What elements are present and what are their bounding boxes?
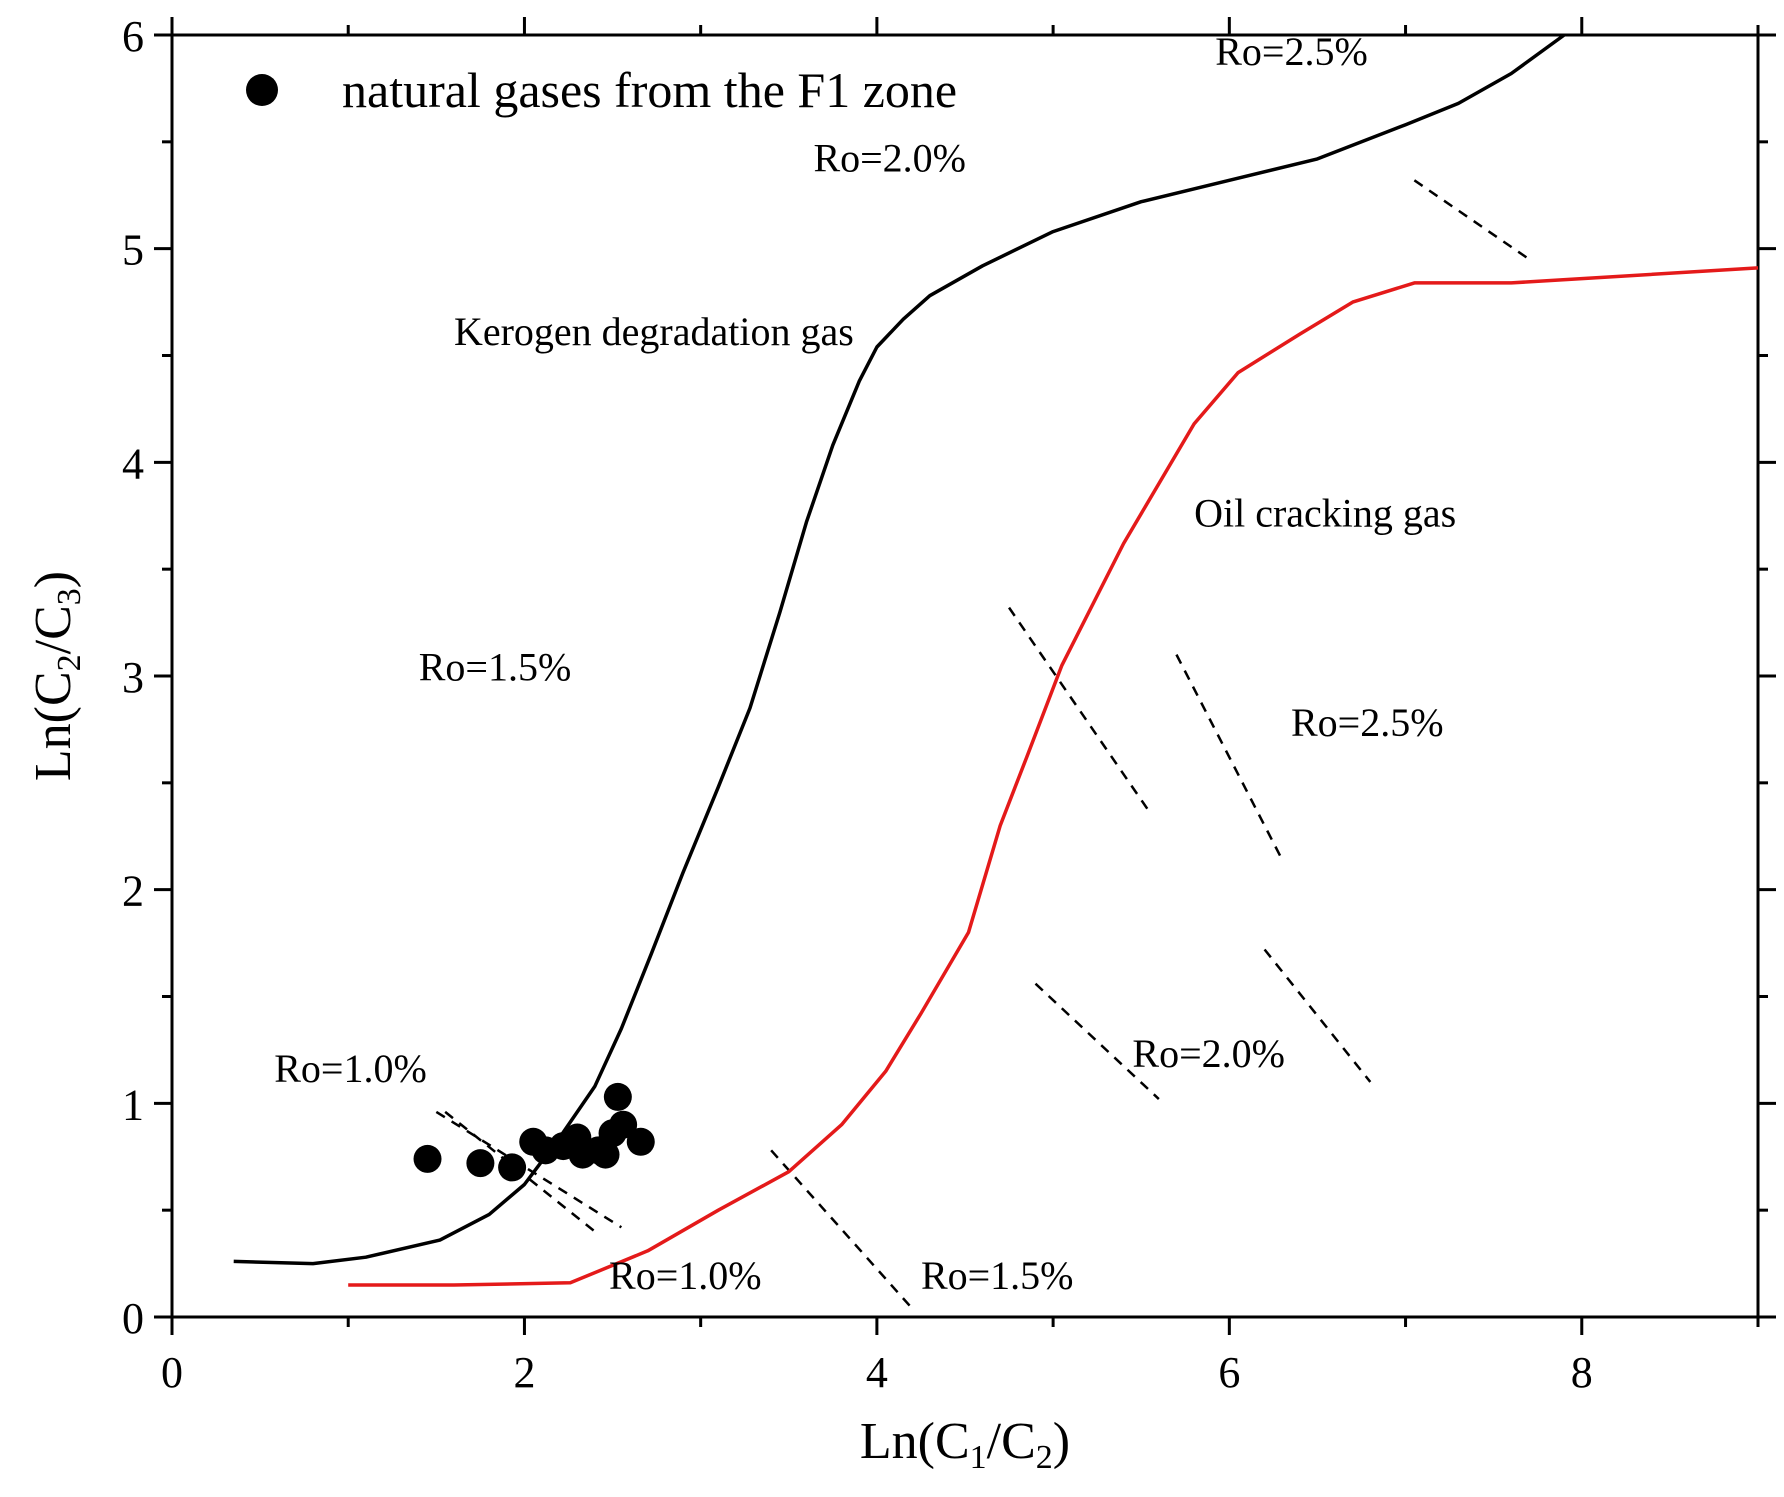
data-point [609,1110,638,1139]
iso-maturity-line [1413,179,1534,263]
annotation-label: Ro=1.0% [609,1253,762,1298]
x-tick-label: 8 [1571,1348,1593,1397]
annotation-label: Oil cracking gas [1194,490,1456,535]
oil-cracking-gas-curve [348,266,1759,1287]
annotation-label: Ro=2.5% [1215,29,1368,74]
y-axis-ticks: 0 1 2 3 4 5 6 [122,12,1776,1343]
y-tick-label: 3 [122,653,144,702]
plot-frame [170,33,1760,1319]
legend-label: natural gases from the F1 zone [342,62,957,118]
chart-annotations: Ro=1.0% Ro=1.0% Ro=1.5% Ro=1.5% Ro=2.0% Ro=2.… [274,29,1456,1298]
evolution-curves [233,33,1759,1287]
data-point [413,1144,442,1173]
x-axis-title: Ln(C1/C2) [860,1413,1070,1476]
x-tick-label: 6 [1218,1348,1240,1397]
data-point [603,1082,632,1111]
y-tick-label: 6 [122,12,144,61]
annotation-label: Ro=2.5% [1291,700,1444,745]
iso-maturity-line [770,1149,914,1310]
kerogen-degradation-gas-curve [233,33,1566,1266]
y-tick-label: 0 [122,1294,144,1343]
legend: natural gases from the F1 zone [246,62,957,118]
legend-marker [246,74,278,106]
iso-maturity-line [435,1110,623,1229]
x-tick-label: 0 [161,1348,183,1397]
y-tick-label: 5 [122,226,144,275]
y-tick-label: 1 [122,1080,144,1129]
data-point [591,1140,620,1169]
annotation-label: Ro=1.5% [921,1253,1074,1298]
annotation-label: Ro=1.5% [419,644,572,689]
x-axis-ticks: 0 2 4 6 8 [161,17,1760,1397]
iso-maturity-line [1175,654,1284,861]
annotation-label: Ro=2.0% [1132,1031,1285,1076]
annotation-label: Ro=1.0% [274,1046,427,1091]
x-tick-label: 4 [866,1348,888,1397]
data-point [626,1127,655,1156]
y-tick-label: 2 [122,867,144,916]
iso-maturity-line [1008,606,1152,814]
annotation-label: Kerogen degradation gas [454,309,854,354]
scatter-points [413,1082,655,1182]
y-axis-title: Ln(C2/C3) [25,571,88,781]
data-point [466,1149,495,1178]
x-tick-label: 2 [513,1348,535,1397]
data-point [498,1153,527,1182]
y-tick-label: 4 [122,439,144,488]
annotation-label: Ro=2.0% [813,136,966,181]
